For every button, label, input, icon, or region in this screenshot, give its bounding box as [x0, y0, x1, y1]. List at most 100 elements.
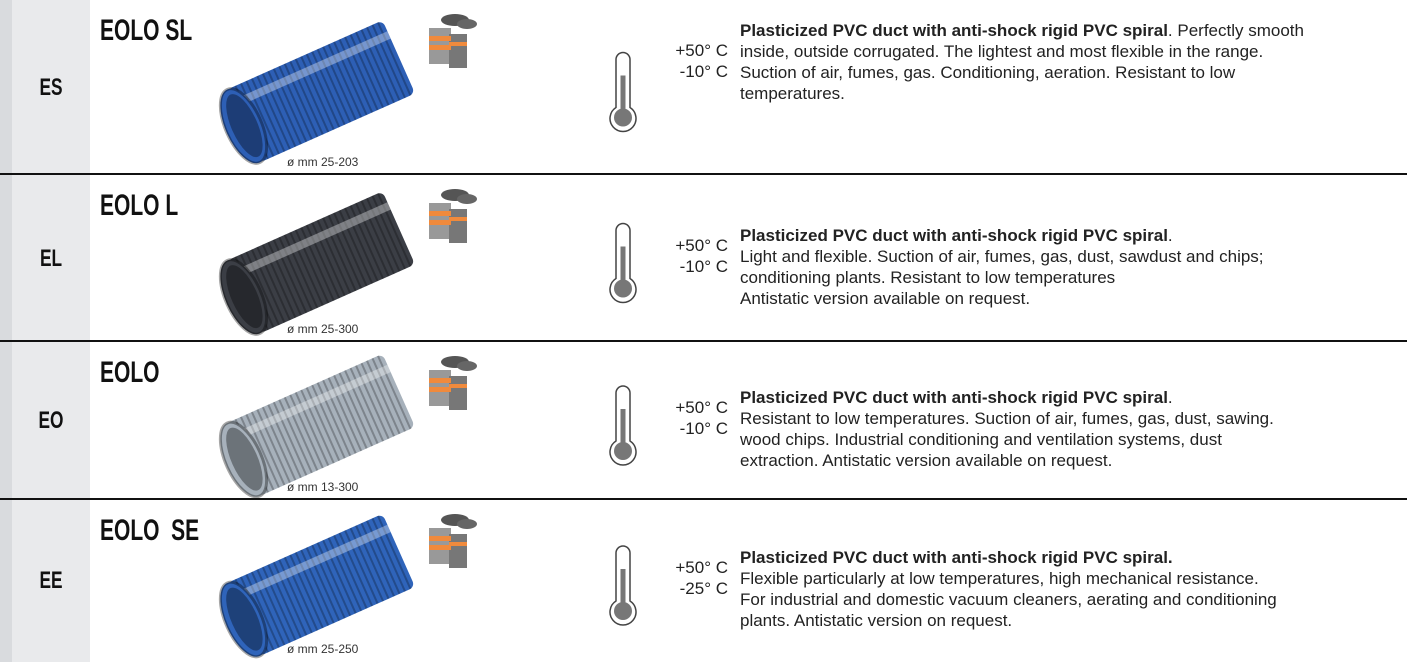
hose-rib: [316, 48, 352, 123]
hose-rib: [338, 372, 374, 447]
description-line: Plasticized PVC duct with anti-shock rig…: [740, 20, 1405, 41]
description-line: Resistant to low temperatures. Suction o…: [740, 409, 1274, 428]
hose-rib: [256, 569, 291, 644]
hose-inside: [226, 94, 263, 158]
hose-inside: [226, 427, 263, 491]
description-line: Plasticized PVC duct with anti-shock rig…: [740, 387, 1405, 408]
hose-rib: [245, 251, 280, 326]
hose-rib: [250, 411, 286, 486]
hose-rib: [261, 566, 297, 641]
hose-rib: [278, 559, 313, 634]
product-code: ES: [39, 73, 63, 101]
hose-rib: [355, 365, 390, 440]
hose-rib: [300, 56, 335, 131]
hose-rib: [377, 192, 412, 267]
hose-rib: [377, 21, 412, 96]
hose: [218, 515, 414, 659]
hose-rib: [294, 552, 330, 626]
hose-rib: [240, 253, 275, 328]
stripe: [429, 545, 451, 550]
hose-rib: [278, 399, 313, 474]
description-line: temperatures.: [740, 84, 845, 103]
hose-rib: [327, 214, 363, 289]
hose-rib: [283, 556, 319, 631]
hose: [218, 355, 414, 499]
hose-rib: [283, 396, 319, 471]
stripe: [429, 211, 451, 216]
tower: [449, 34, 467, 68]
hose-rib: [349, 527, 384, 602]
hose-body: [229, 515, 414, 655]
thermometer-icon: [609, 545, 637, 626]
hose: [218, 21, 414, 165]
description-line: Light and flexible. Suction of air, fume…: [740, 246, 1264, 266]
tower: [449, 376, 467, 410]
hose-rib: [300, 227, 335, 302]
product-name: EOLO SL: [100, 14, 193, 47]
hose-rib: [261, 73, 297, 148]
hose-rib: [327, 537, 363, 612]
hose-rib: [311, 51, 346, 126]
hose-rib: [366, 520, 401, 595]
product-row: EL EOLO L ø mm 25-300 +50° C -10° C Plasticiz…: [0, 175, 1407, 342]
hose-shine: [232, 31, 391, 108]
thermometer-bulb: [614, 442, 632, 460]
hose-rib: [333, 374, 368, 449]
description-text: . Perfectly smooth: [1167, 21, 1304, 40]
hose-rib: [300, 549, 335, 624]
diameter: ø mm 25-203: [287, 155, 359, 169]
hose-rib: [327, 43, 363, 118]
hose-rib: [311, 384, 346, 459]
hose-rib: [327, 377, 363, 452]
stripe: [449, 217, 467, 221]
hose-rib: [371, 517, 406, 592]
description: Plasticized PVC duct with anti-shock rig…: [740, 20, 1405, 104]
description-line: plants. Antistatic version on request.: [740, 611, 1013, 630]
hose-rib: [245, 80, 280, 155]
stripe: [429, 220, 451, 225]
description-bold: Plasticized PVC duct with anti-shock rig…: [740, 21, 1168, 40]
product-name: EOLO: [100, 356, 160, 389]
temperatures: +50° C -10° C: [650, 40, 728, 82]
side-strip: [12, 0, 90, 662]
illustrations: [218, 189, 637, 336]
factory-icon: [429, 14, 477, 68]
diameter: ø mm 25-300: [287, 322, 359, 336]
description-line: inside, outside corrugated. The lightest…: [740, 42, 1264, 61]
hose-rib: [371, 24, 406, 99]
factory-icon: [429, 356, 477, 410]
hose-rib: [294, 229, 330, 304]
thermometer-fill: [620, 569, 626, 607]
temp-min: -10° C: [679, 256, 728, 276]
factory-icon: [429, 189, 477, 243]
thermometer-fill: [620, 409, 626, 447]
hose-rib: [305, 387, 341, 462]
product-code: EL: [39, 244, 63, 272]
hose-rib: [311, 222, 346, 297]
hose-rib: [294, 392, 330, 466]
thermometer-bulb: [614, 108, 632, 127]
smoke: [457, 519, 477, 529]
description-line: Plasticized PVC duct with anti-shock rig…: [740, 547, 1405, 568]
product-code: EO: [38, 407, 64, 434]
description-line: extraction. Antistatic version available…: [740, 451, 1113, 470]
description-line: wood chips. Industrial conditioning and …: [740, 430, 1222, 449]
product-name: EOLO L: [100, 189, 179, 222]
hose-rib: [355, 202, 390, 277]
hose-rib: [289, 394, 324, 469]
illustrations: [218, 14, 637, 165]
temp-max: +50° C: [675, 398, 728, 417]
temp-max: +50° C: [675, 558, 728, 577]
temp-min: -10° C: [679, 419, 728, 438]
hose-rib: [322, 46, 357, 121]
hose-rib: [366, 26, 401, 101]
hose-shine: [232, 524, 391, 602]
description-line: For industrial and domestic vacuum clean…: [740, 590, 1277, 609]
hose-rib: [300, 389, 335, 464]
description: Plasticized PVC duct with anti-shock rig…: [740, 225, 1405, 309]
hose-shine: [232, 202, 391, 279]
hose-end: [218, 420, 269, 499]
tower: [449, 534, 467, 568]
stripe: [429, 45, 451, 50]
